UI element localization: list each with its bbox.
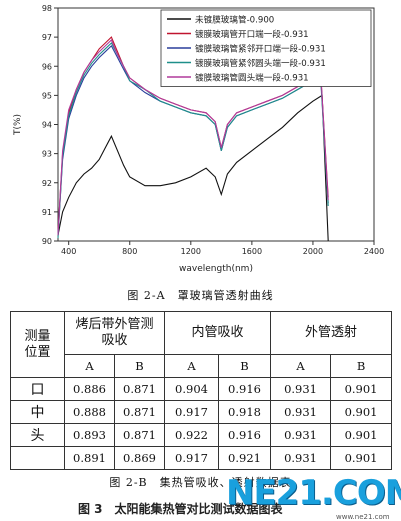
legend-box — [160, 9, 372, 87]
y-tick-label: 94 — [42, 121, 52, 130]
table-cell: 0.901 — [330, 377, 393, 401]
subheader-cell: B — [218, 354, 272, 378]
header-position: 测量 位置 — [10, 311, 65, 378]
y-tick-label: 93 — [42, 150, 52, 159]
subheader-cell: A — [270, 354, 332, 378]
header-absorb-baked: 烤后带外管测 吸收 — [63, 311, 166, 355]
header-position-text: 测量 位置 — [24, 328, 51, 360]
site-logo: NE21.COM — [226, 473, 401, 513]
table-cell: 0.891 — [64, 446, 115, 470]
legend-label-3: 镀膜玻璃管紧邻开口端一段-0.931 — [195, 43, 326, 55]
table-cell: 0.893 — [64, 423, 115, 447]
x-tick-label: 400 — [61, 247, 76, 256]
header-absorb-baked-text: 烤后带外管测 吸收 — [75, 317, 154, 348]
site-url: www.ne21.com — [336, 513, 390, 521]
table-cell: 0.917 — [164, 446, 220, 470]
row-label: 中 — [10, 400, 65, 424]
table-cell: 0.888 — [64, 400, 115, 424]
table-cell: 0.904 — [164, 377, 220, 401]
table-cell: 0.921 — [218, 446, 272, 470]
subheader-cell: B — [113, 354, 166, 378]
legend-label-1: 未镀膜玻璃管-0.900 — [195, 14, 274, 26]
table-cell: 0.922 — [164, 423, 220, 447]
footer: 图 3 太阳能集热管对比测试数据图表 NE21.COM www.ne21.com — [0, 473, 401, 521]
table-cell: 0.901 — [330, 423, 393, 447]
subheader-cell: A — [164, 354, 220, 378]
chart-svg: 90 91 92 93 94 95 96 97 98 400 800 1200 1600 2000 2400… — [13, 4, 384, 274]
table-row: 中 0.888 0.871 0.917 0.918 0.931 0.901 — [10, 400, 393, 424]
subheader-cell: A — [64, 354, 115, 378]
table-cell: 0.871 — [113, 423, 166, 447]
legend-label-5: 镀膜玻璃管圆头端一段-0.931 — [195, 72, 309, 84]
legend-label-2: 镀膜玻璃管开口端一段-0.931 — [195, 28, 309, 40]
table-cell: 0.918 — [218, 400, 272, 424]
table-cell: 0.869 — [113, 446, 166, 470]
table-cell: 0.886 — [64, 377, 115, 401]
row-label: 头 — [10, 423, 65, 447]
table-cell: 0.916 — [218, 423, 272, 447]
y-tick-label: 96 — [42, 62, 52, 71]
table-subheader-row: A B A B A B — [11, 354, 393, 378]
table-row: 头 0.893 0.871 0.922 0.916 0.931 0.901 — [10, 423, 393, 447]
table-cell: 0.931 — [270, 400, 332, 424]
y-tick-label: 91 — [42, 208, 52, 217]
row-label: 口 — [10, 377, 65, 401]
table-header-row: 测量 位置 烤后带外管测 吸收 内管吸收 外管透射 — [10, 311, 393, 378]
data-table: 测量 位置 烤后带外管测 吸收 内管吸收 外管透射 A B A B A B 口 0.8… — [10, 311, 393, 470]
x-axis-label: wavelength(nm) — [179, 264, 253, 274]
table-cell: 0.871 — [113, 377, 166, 401]
table-body: 口 0.886 0.871 0.904 0.916 0.931 0.901 中 0.888 0.8… — [10, 377, 393, 470]
table-cell: 0.916 — [218, 377, 272, 401]
table-caption: 图 2-B 集热管吸收、透射数据表 — [109, 476, 292, 489]
header-outer-trans-text: 外管透射 — [305, 325, 358, 340]
transmission-chart: 90 91 92 93 94 95 96 97 98 400 800 1200 1600 2000 2400… — [13, 4, 384, 274]
x-tick-label: 1600 — [242, 247, 262, 256]
chart-caption: 图 2-A 罩玻璃管透射曲线 — [127, 289, 274, 302]
header-outer-trans: 外管透射 — [270, 311, 393, 355]
legend-label-4: 镀膜玻璃管紧邻圆头端一段-0.931 — [195, 57, 326, 69]
table-cell: 0.901 — [330, 400, 393, 424]
y-axis-label: T(%) — [13, 114, 23, 136]
footer-title: 图 3 太阳能集热管对比测试数据图表 — [78, 502, 283, 516]
series-line-4 — [57, 42, 329, 239]
header-inner-absorb: 内管吸收 — [164, 311, 272, 355]
header-inner-absorb-text: 内管吸收 — [191, 325, 244, 340]
table-cell: 0.901 — [330, 446, 393, 470]
x-tick-label: 800 — [122, 247, 137, 256]
x-tick-label: 2000 — [303, 247, 323, 256]
subheader-cell: B — [330, 354, 393, 378]
row-label — [10, 446, 65, 470]
table-row: 口 0.886 0.871 0.904 0.916 0.931 0.901 — [10, 377, 393, 401]
y-tick-label: 98 — [42, 4, 52, 13]
y-tick-label: 90 — [42, 237, 52, 246]
x-tick-label: 2400 — [364, 247, 384, 256]
y-tick-label: 92 — [42, 179, 52, 188]
series-line-1 — [57, 94, 329, 242]
table-cell: 0.931 — [270, 446, 332, 470]
table-cell: 0.931 — [270, 423, 332, 447]
series-line-5 — [57, 39, 329, 236]
y-tick-label: 95 — [42, 91, 52, 100]
table-cell: 0.917 — [164, 400, 220, 424]
table-cell: 0.871 — [113, 400, 166, 424]
table-row: 0.891 0.869 0.917 0.921 0.931 0.901 — [10, 446, 393, 470]
table-cell: 0.931 — [270, 377, 332, 401]
x-tick-label: 1200 — [181, 247, 201, 256]
y-tick-label: 97 — [42, 33, 52, 42]
